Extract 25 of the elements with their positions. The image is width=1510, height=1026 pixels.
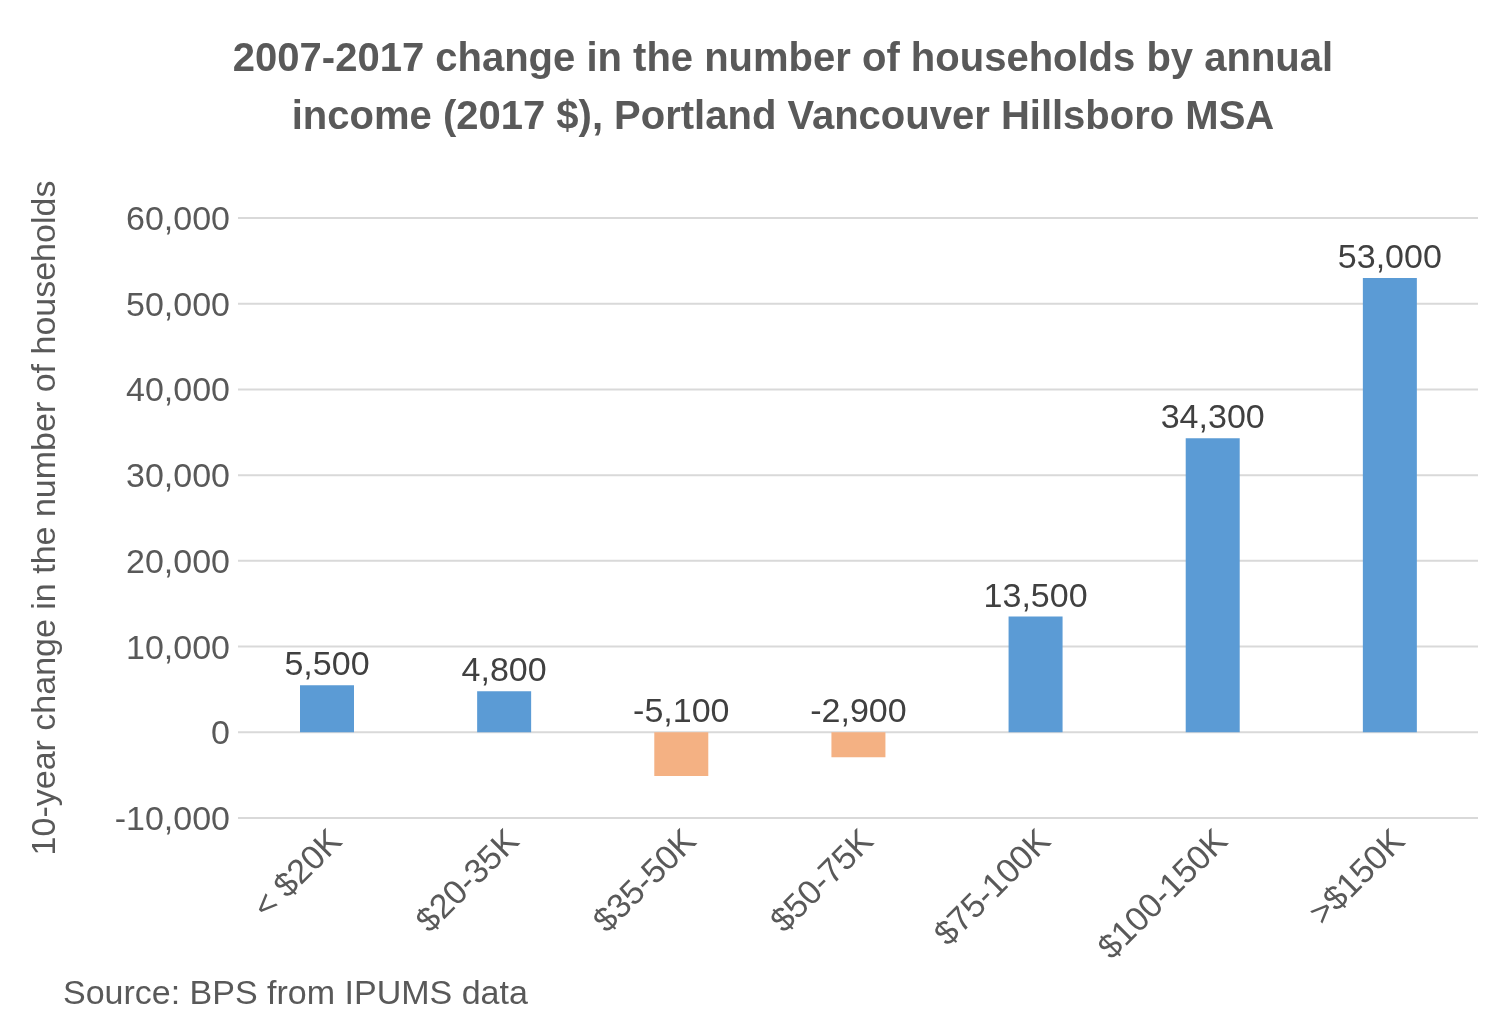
- y-tick-label: 60,000: [126, 199, 230, 238]
- bar: [1362, 278, 1417, 733]
- chart-title: 2007-2017 change in the number of households by annual income (2017 $), Portland Vancouver Hillsboro MSA: [231, 34, 1335, 139]
- data-label: 13,500: [983, 575, 1088, 614]
- y-tick-label: 10,000: [126, 627, 230, 666]
- y-tick-label: 30,000: [126, 456, 230, 495]
- y-tick-label: 0: [211, 713, 230, 752]
- bar: [300, 685, 354, 733]
- y-tick-label: 40,000: [126, 370, 230, 409]
- data-label: -2,900: [810, 691, 907, 730]
- y-axis-title: 10-year change in the number of households: [23, 180, 63, 856]
- data-label: 34,300: [1160, 397, 1265, 436]
- data-label: 53,000: [1337, 237, 1442, 275]
- bar: [654, 732, 709, 776]
- y-tick-label: 20,000: [126, 541, 230, 580]
- bar: [831, 732, 886, 758]
- source-note: Source: BPS from IPUMS data: [63, 973, 528, 1012]
- data-label: -5,100: [633, 691, 730, 730]
- y-tick-label: 50,000: [126, 284, 230, 323]
- bar: [1185, 438, 1240, 733]
- y-tick-label: -10,000: [114, 799, 230, 838]
- bar: [1008, 616, 1063, 733]
- bar: [477, 691, 532, 733]
- data-label: 4,800: [461, 650, 547, 689]
- data-label: 5,500: [284, 644, 370, 683]
